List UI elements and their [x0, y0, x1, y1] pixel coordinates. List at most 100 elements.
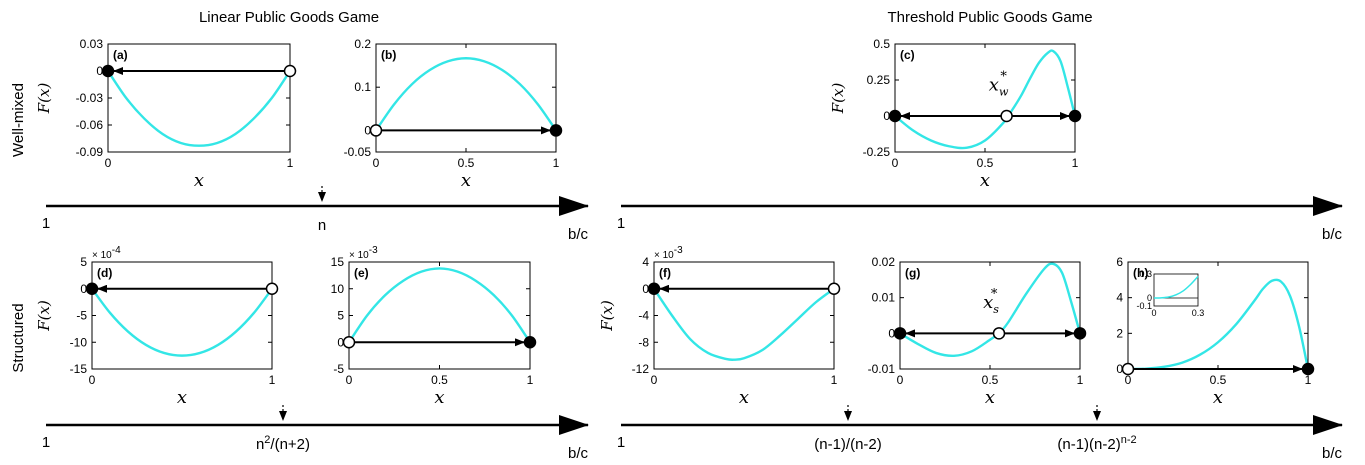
x-axis-label-c: x: [980, 170, 990, 191]
panel-label-b: (b): [381, 48, 396, 62]
x-axis-label-e: x: [434, 387, 444, 408]
xtick-label-b: 0.5: [458, 156, 475, 170]
stable-point-f: [647, 282, 661, 295]
ytick-label-c: 0.5: [873, 37, 890, 51]
x-axis-label-b: x: [461, 170, 471, 191]
curve-h: [1128, 278, 1308, 369]
xtick-label-d: 0: [89, 373, 96, 387]
scale-factor-f: × 10-3: [654, 245, 683, 261]
bc-axis-linear-well-mixed: 1 b/c n: [42, 186, 589, 243]
panel-label-f: (f): [659, 266, 671, 280]
plot-frame-a: [107, 43, 291, 153]
bc-axis-threshold-well-mixed: 1 b/c: [617, 196, 1343, 243]
ytick-label-d: -10: [70, 335, 88, 349]
xtick-label-d: 1: [269, 373, 276, 387]
panel-label-a: (a): [113, 48, 128, 62]
ytick-label-f: -4: [638, 309, 649, 323]
unstable-point-b: [369, 124, 383, 137]
ytick-label-d: 0: [80, 282, 87, 296]
ytick-label-b: -0.05: [344, 145, 372, 159]
plot-frame-b: [375, 43, 557, 153]
panel-label-c: (c): [900, 48, 915, 62]
ytick-label-g: 0.02: [872, 255, 896, 269]
bc-axis-threshold-structured: 1 b/c (n-1)/(n-2) (n-1)(n-2)n-2: [617, 405, 1343, 462]
ytick-label-a: 0: [96, 64, 103, 78]
xtick-label-b: 0: [373, 156, 380, 170]
ytick-label-h: 6: [1116, 255, 1123, 269]
ytick-label-e: 0: [337, 335, 344, 349]
bc-threshold-label: (n-1)/(n-2): [814, 436, 882, 453]
inset-xtick-label: 0.3: [1192, 308, 1205, 318]
y-axis-label-d: F(x): [35, 300, 53, 332]
threshold-annotation-g: xs*: [983, 287, 999, 316]
threshold-annotation-c: xw*: [989, 69, 1009, 98]
xtick-label-e: 1: [527, 373, 534, 387]
x-axis-label-g: x: [985, 387, 995, 408]
ytick-label-a: -0.03: [76, 91, 104, 105]
row-label-structured: Structured: [10, 303, 27, 372]
scale-factor-d: × 10-4: [92, 245, 121, 261]
ytick-label-e: 5: [337, 309, 344, 323]
linear-game-header: Linear Public Goods Game: [199, 9, 379, 26]
bc-axis-start-label: 1: [42, 215, 50, 232]
ytick-label-b: 0.1: [354, 80, 371, 94]
x-axis-label-h: x: [1213, 387, 1223, 408]
unstable-point-d: [265, 282, 279, 295]
bc-threshold-label: (n-1)(n-2)n-2: [1057, 434, 1136, 453]
inset-ytick-label: 0: [1147, 293, 1152, 303]
ytick-label-f: -8: [638, 335, 649, 349]
ytick-label-a: 0.03: [80, 37, 104, 51]
y-axis-label-a: F(x): [35, 83, 53, 115]
bc-axis-linear-structured: 1 b/c n2/(n+2): [42, 405, 589, 462]
ytick-label-b: 0: [364, 123, 371, 137]
y-axis-label-f: F(x): [598, 300, 616, 332]
xtick-label-b: 1: [553, 156, 560, 170]
bc-threshold-label: n2/(n+2): [256, 434, 310, 453]
threshold-game-header: Threshold Public Goods Game: [887, 9, 1092, 26]
stable-point-c: [888, 109, 902, 123]
bc-axis-start-label: 1: [617, 215, 625, 232]
panel-d: -15 -10 -5 0 5 0 1 x F(x) × 10-4 (d): [35, 245, 279, 408]
y-axis-label-c: F(x): [829, 83, 847, 115]
ytick-label-g: 0: [888, 326, 895, 340]
stable-point-g: [1073, 327, 1087, 340]
xtick-label-f: 0: [651, 373, 658, 387]
ytick-label-f: 4: [642, 255, 649, 269]
bc-axis-start-label: 1: [617, 434, 625, 451]
xtick-label-e: 0: [346, 373, 353, 387]
unstable-point-h: [1121, 362, 1135, 376]
ytick-label-g: -0.01: [868, 362, 896, 376]
stable-point-a: [101, 64, 115, 78]
ytick-label-a: -0.09: [76, 145, 104, 159]
xtick-label-h: 0: [1125, 373, 1132, 387]
curve-f: [654, 287, 834, 361]
curve-d: [92, 288, 272, 357]
bc-axis-end-label: b/c: [1322, 445, 1343, 462]
ytick-label-a: -0.06: [76, 118, 104, 132]
unstable-point-f: [827, 282, 841, 295]
stable-point-c: [1068, 109, 1082, 123]
plot-frame-d: [91, 261, 273, 370]
scale-factor-e: × 10-3: [349, 245, 378, 261]
row-label-well-mixed: Well-mixed: [10, 83, 27, 157]
stable-point-b: [549, 124, 563, 137]
panel-label-g: (g): [905, 266, 920, 280]
xtick-label-e: 0.5: [431, 373, 448, 387]
inset-ytick-label: -0.1: [1136, 301, 1152, 311]
unstable-point-e: [342, 336, 356, 349]
ytick-label-h: 2: [1116, 326, 1123, 340]
ytick-label-d: 5: [80, 255, 87, 269]
stable-point-g: [893, 327, 907, 340]
ytick-label-h: 4: [1116, 291, 1123, 305]
inset-frame: [1153, 273, 1199, 307]
curve-a: [108, 70, 290, 147]
xtick-label-f: 1: [831, 373, 838, 387]
ytick-label-g: 0.01: [872, 291, 896, 305]
plot-frame-g: [899, 261, 1081, 370]
ytick-label-e: 10: [331, 282, 345, 296]
